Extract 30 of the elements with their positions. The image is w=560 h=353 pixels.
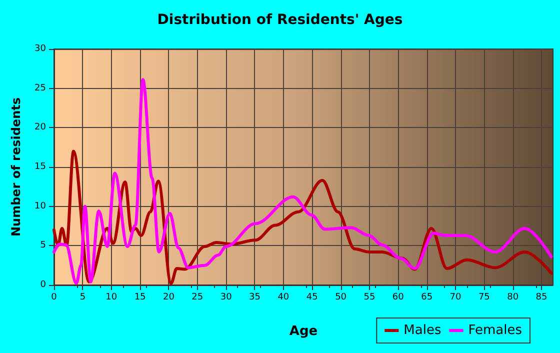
x-tick-label: 45: [306, 292, 318, 302]
y-tick-label: 0: [40, 280, 46, 290]
legend-label: Males: [404, 323, 442, 338]
y-tick-label: 30: [34, 44, 46, 54]
x-tick-label: 65: [421, 292, 433, 302]
x-tick-label: 30: [220, 292, 232, 302]
x-tick-label: 50: [335, 292, 347, 302]
x-tick-label: 55: [364, 292, 376, 302]
chart-title: Distribution of Residents' Ages: [157, 12, 403, 28]
x-tick-label: 15: [134, 292, 146, 302]
x-tick-label: 70: [450, 292, 462, 302]
x-tick-label: 25: [192, 292, 204, 302]
y-tick-label: 10: [34, 201, 46, 212]
x-axis-title: Age: [289, 324, 318, 339]
x-tick-label: 60: [392, 292, 404, 302]
x-tick-label: 80: [507, 292, 519, 302]
y-axis-title: Number of residents: [9, 97, 23, 237]
x-tick-label: 0: [51, 292, 58, 302]
x-tick-label: 85: [536, 292, 548, 302]
x-tick-label: 75: [478, 292, 490, 302]
x-tick-label: 40: [278, 292, 290, 302]
x-tick-label: 35: [249, 292, 260, 302]
x-tick-label: 10: [106, 292, 118, 302]
x-tick-label: 20: [162, 292, 175, 302]
legend-label: Females: [468, 323, 522, 338]
y-tick-label: 20: [34, 122, 46, 133]
y-tick-label: 25: [34, 83, 46, 94]
y-tick-label: 15: [34, 162, 46, 172]
x-tick-label: 5: [80, 292, 86, 302]
y-tick-label: 5: [40, 240, 46, 251]
